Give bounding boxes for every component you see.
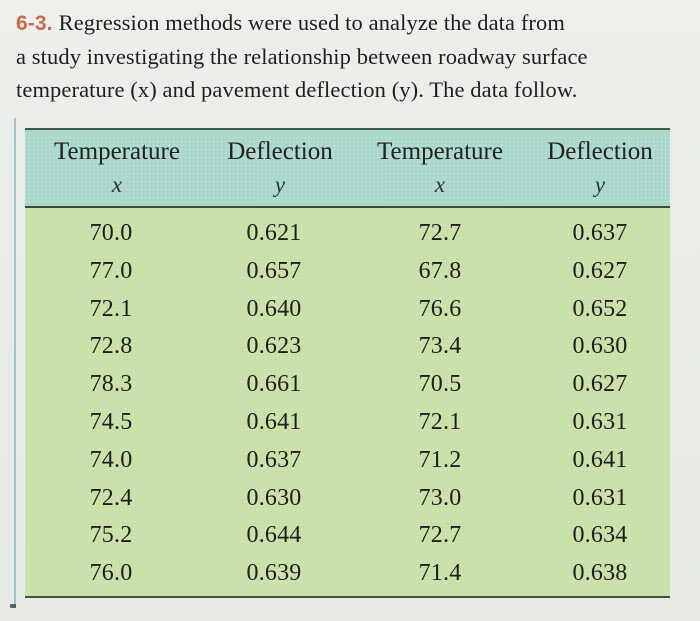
table-cell: 76.6 [418, 295, 462, 322]
table-cell: 0.644 [246, 522, 302, 549]
table-cell: 72.1 [418, 408, 462, 435]
table-cell: 72.1 [89, 295, 133, 322]
problem-line-2: a study investigating the relationship b… [16, 44, 588, 69]
table-cell: 0.657 [246, 257, 302, 284]
table-bottom-rule [25, 596, 670, 598]
table-cell: 70.5 [418, 371, 462, 398]
table-cell: 0.652 [572, 295, 628, 322]
table-cell: 74.5 [89, 408, 133, 435]
column-variable-x: x [434, 172, 446, 197]
problem-number: 6-3. [16, 12, 53, 35]
problem-statement: 6-3. Regression methods were used to anal… [16, 6, 690, 106]
table-header-band [25, 130, 670, 206]
table-cell: 0.631 [572, 484, 628, 511]
table-cell: 72.7 [418, 220, 462, 246]
table-cell: 72.7 [418, 522, 462, 549]
table-cell: 0.634 [572, 522, 628, 549]
data-table: Temperature x 70.0 77.0 72.1 72.8 78.3 7… [25, 128, 670, 598]
table-cell: 74.0 [89, 446, 133, 473]
column-values: 0.621 0.657 0.640 0.623 0.661 0.641 0.63… [200, 215, 360, 593]
table-cell: 0.637 [246, 446, 302, 473]
column-variable-x: x [111, 172, 123, 197]
problem-line-1: Regression methods were used to analyze … [58, 10, 565, 35]
table-cell: 73.0 [418, 484, 462, 511]
table-cell: 0.638 [572, 560, 628, 587]
table-cell: 73.4 [418, 333, 462, 360]
table-cell: 0.621 [246, 220, 302, 246]
column-values: 70.0 77.0 72.1 72.8 78.3 74.5 74.0 72.4 … [37, 215, 197, 593]
table-cell: 76.0 [89, 560, 133, 587]
column-values: 72.7 67.8 76.6 73.4 70.5 72.1 71.2 73.0 … [360, 215, 520, 593]
table-cell: 78.3 [89, 371, 133, 398]
table-cell: 70.0 [89, 220, 133, 246]
table-cell: 0.630 [246, 484, 302, 511]
table-cell: 71.2 [418, 446, 462, 473]
table-cell: 0.627 [572, 371, 628, 398]
column-values: 0.637 0.627 0.652 0.630 0.627 0.631 0.64… [520, 215, 670, 593]
table-cell: 0.661 [246, 371, 302, 398]
table-cell: 0.623 [246, 333, 302, 360]
table-cell: 0.627 [572, 257, 628, 284]
table-cell: 0.640 [246, 295, 302, 322]
table-cell: 0.641 [246, 408, 302, 435]
page-mark [10, 604, 16, 608]
column-variable-y: y [274, 172, 286, 197]
column-header-temperature: Temperature [54, 138, 180, 165]
table-cell: 0.639 [246, 560, 302, 587]
column-header-temperature: Temperature [377, 138, 503, 165]
table-top-rule [25, 128, 670, 130]
table-cell: 77.0 [89, 257, 133, 284]
table-cell: 0.630 [572, 333, 628, 360]
table-header-rule [25, 206, 670, 208]
table-cell: 71.4 [418, 560, 462, 587]
column-variable-y: y [594, 172, 606, 197]
column-header-deflection: Deflection [227, 138, 333, 165]
column-header-deflection: Deflection [547, 138, 653, 165]
table-cell: 0.641 [572, 446, 628, 473]
table-cell: 0.637 [572, 220, 628, 246]
table-cell: 72.8 [89, 333, 133, 360]
problem-line-3: temperature (x) and pavement deflection … [16, 77, 578, 102]
table-cell: 67.8 [418, 257, 462, 284]
table-cell: 0.631 [572, 408, 628, 435]
table-cell: 75.2 [89, 522, 133, 549]
left-margin-rule [14, 118, 16, 608]
table-cell: 72.4 [89, 484, 133, 511]
